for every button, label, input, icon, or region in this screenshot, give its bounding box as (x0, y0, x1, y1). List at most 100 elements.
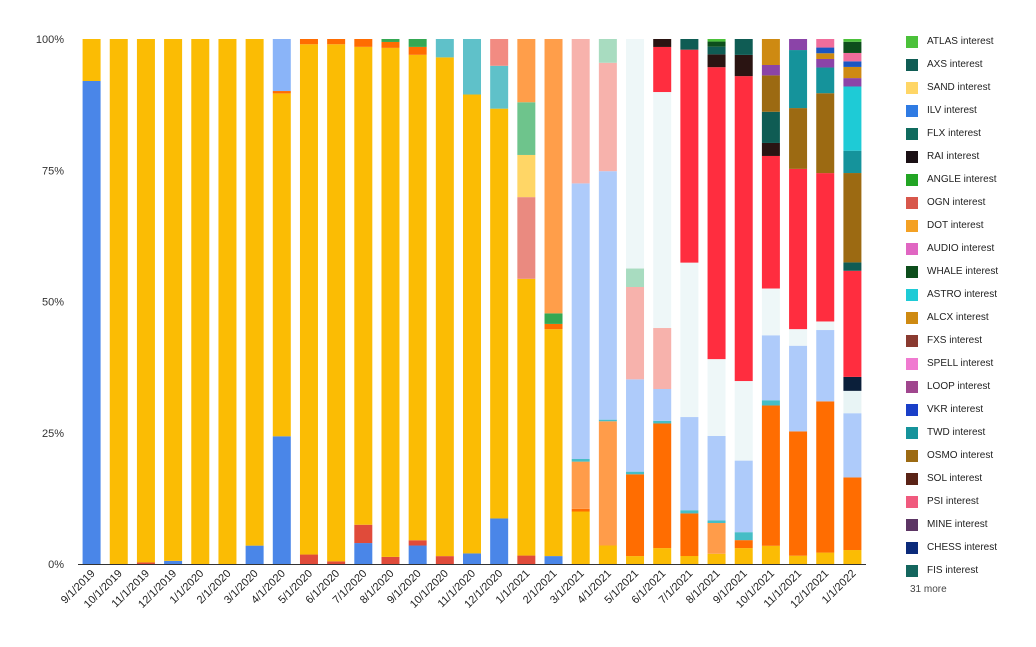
y-tick-label: 25% (42, 428, 64, 440)
bar-segment (816, 53, 835, 59)
bar-segment (653, 328, 672, 389)
legend-label: LOOP interest (927, 381, 991, 392)
bar-segment (109, 39, 128, 564)
legend-item[interactable]: ILV interest (906, 99, 1031, 122)
legend-item[interactable]: MINE interest (906, 513, 1031, 536)
bar-segment (816, 67, 835, 94)
legend-item[interactable]: OGN interest (906, 191, 1031, 214)
bar-segment (327, 44, 346, 562)
legend-label: RAI interest (927, 151, 980, 162)
bar-segment (490, 39, 509, 66)
legend-item[interactable]: DOT interest (906, 214, 1031, 237)
bar-segment (490, 518, 509, 564)
legend-item[interactable]: AUDIO interest (906, 237, 1031, 260)
legend-item[interactable]: LOOP interest (906, 375, 1031, 398)
bar-segment (843, 270, 862, 377)
legend-item[interactable]: RAI interest (906, 145, 1031, 168)
legend-label: FIS interest (927, 565, 979, 576)
bar-segment (571, 459, 590, 462)
bar-segment (626, 471, 645, 475)
legend-item[interactable]: FLX interest (906, 122, 1031, 145)
legend-swatch (906, 81, 918, 94)
bar-segment (789, 345, 808, 432)
bar-segment (354, 524, 373, 544)
bar-segment (598, 39, 617, 63)
y-axis: 0% 25% 50% 75% 100% (36, 34, 866, 571)
bar-segment (299, 39, 318, 45)
legend-item[interactable]: ANGLE interest (906, 168, 1031, 191)
legend-item[interactable]: SOL interest (906, 467, 1031, 490)
bar-segment (408, 39, 427, 47)
bar-segment (354, 543, 373, 564)
bar-segment (761, 142, 780, 156)
bar-segment (843, 376, 862, 391)
bar-segment (626, 268, 645, 287)
legend-item[interactable]: OSMO interest (906, 444, 1031, 467)
bar-segment (571, 508, 590, 512)
bar-segment (680, 510, 699, 514)
bar-segment (761, 39, 780, 65)
bar-segment (843, 66, 862, 79)
bar-segment (761, 400, 780, 406)
legend-swatch (906, 242, 918, 255)
bar-segment (761, 75, 780, 112)
y-tick-label: 75% (42, 165, 64, 177)
bar-segment (272, 436, 291, 564)
legend-item[interactable]: TWD interest (906, 421, 1031, 444)
bar-segment (843, 413, 862, 478)
bar-segment (245, 39, 264, 546)
bar-segment (435, 556, 454, 565)
bar-segment (816, 93, 835, 174)
legend-item[interactable]: ATLAS interest (906, 30, 1031, 53)
y-tick-label: 0% (48, 559, 64, 571)
bar-segment (598, 171, 617, 420)
bar-segment (408, 540, 427, 546)
bar-segment (598, 419, 617, 422)
legend-label: ASTRO interest (927, 289, 998, 300)
bar-segment (381, 47, 400, 557)
legend-label: ILV interest (927, 105, 977, 116)
bar-segment (463, 553, 481, 564)
legend-item[interactable]: FIS interest (906, 559, 1031, 582)
legend-item[interactable]: ASTRO interest (906, 283, 1031, 306)
bar-segment (653, 389, 672, 421)
legend-item[interactable]: AXS interest (906, 53, 1031, 76)
bar-segment (707, 39, 726, 42)
legend-item[interactable]: SAND interest (906, 76, 1031, 99)
bar-segment (707, 523, 726, 554)
legend-item[interactable]: VKR interest (906, 398, 1031, 421)
bar-segment (707, 46, 726, 55)
legend-item[interactable]: FXS interest (906, 329, 1031, 352)
bar-segment (707, 520, 726, 524)
legend-item[interactable]: WHALE interest (906, 260, 1031, 283)
legend-swatch (906, 403, 918, 416)
legend-label: ATLAS interest (927, 36, 994, 47)
bar-segment (816, 173, 835, 322)
legend-swatch (906, 150, 918, 163)
bar-segment (136, 39, 155, 563)
legend-item[interactable]: SPELL interest (906, 352, 1031, 375)
bar-segment (707, 67, 726, 360)
legend-item[interactable]: PSI interest (906, 490, 1031, 513)
bar-segment (571, 39, 590, 184)
bar-segment (843, 41, 862, 53)
bar-segment (136, 562, 155, 564)
bar-segment (816, 58, 835, 68)
legend-item[interactable]: ALCX interest (906, 306, 1031, 329)
y-tick-label: 100% (36, 34, 64, 46)
legend-swatch (906, 564, 918, 577)
bar-segment (626, 286, 645, 380)
bar-segment (680, 513, 699, 557)
bar-segment (680, 417, 699, 511)
bar-segment (435, 39, 454, 58)
bar-segment (490, 108, 509, 519)
legend-item[interactable]: CHESS interest (906, 536, 1031, 559)
bar-segment (680, 49, 699, 263)
bar-segment (761, 288, 780, 336)
bar-segment (816, 47, 835, 54)
bar-segment (544, 313, 563, 324)
legend-label: FXS interest (927, 335, 983, 346)
legend-swatch (906, 357, 918, 370)
legend-more[interactable]: 31 more (910, 584, 947, 595)
